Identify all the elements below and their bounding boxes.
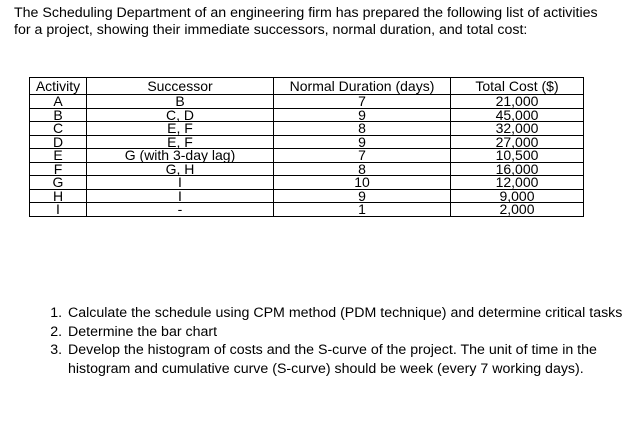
cell-successor: I (86, 175, 274, 190)
cell-cost: 12,000 (450, 175, 584, 190)
activities-table: Activity Successor Normal Duration (days… (29, 77, 584, 217)
table-row: I - 1 2,000 (29, 202, 584, 217)
header-duration: Normal Duration (days) (273, 77, 451, 95)
cell-successor: G (with 3-day lag) (86, 148, 274, 163)
cell-duration: 7 (273, 148, 451, 163)
table-header-row: Activity Successor Normal Duration (days… (29, 77, 584, 95)
table-row: B C, D 9 45,000 (29, 107, 584, 122)
cell-duration: 1 (273, 202, 451, 217)
cell-cost: 2,000 (450, 202, 584, 217)
header-cost: Total Cost ($) (450, 77, 584, 95)
task-list: Calculate the schedule using CPM method … (42, 304, 624, 378)
cell-successor: - (86, 202, 274, 217)
table-row: D E, F 9 27,000 (29, 134, 584, 149)
cell-duration: 8 (273, 121, 451, 136)
cell-duration: 7 (273, 94, 451, 109)
cell-activity: E (29, 148, 87, 163)
cell-activity: I (29, 202, 87, 217)
cell-successor: G, H (86, 161, 274, 176)
cell-cost: 32,000 (450, 121, 584, 136)
table-row: G I 10 12,000 (29, 175, 584, 190)
task-item: Develop the histogram of costs and the S… (66, 341, 624, 378)
cell-cost: 16,000 (450, 161, 584, 176)
table-row: H I 9 9,000 (29, 188, 584, 203)
table-row: E G (with 3-day lag) 7 10,500 (29, 148, 584, 163)
header-activity: Activity (29, 77, 87, 95)
cell-activity: A (29, 94, 87, 109)
task-item: Determine the bar chart (66, 323, 624, 342)
cell-activity: C (29, 121, 87, 136)
cell-successor: B (86, 94, 274, 109)
intro-paragraph: The Scheduling Department of an engineer… (14, 5, 598, 38)
cell-cost: 21,000 (450, 94, 584, 109)
table-row: C E, F 8 32,000 (29, 121, 584, 136)
cell-cost: 10,500 (450, 148, 584, 163)
header-successor: Successor (86, 77, 274, 95)
cell-activity: G (29, 175, 87, 190)
cell-duration: 10 (273, 175, 451, 190)
table-row: A B 7 21,000 (29, 94, 584, 109)
task-item: Calculate the schedule using CPM method … (66, 304, 624, 323)
cell-successor: E, F (86, 121, 274, 136)
